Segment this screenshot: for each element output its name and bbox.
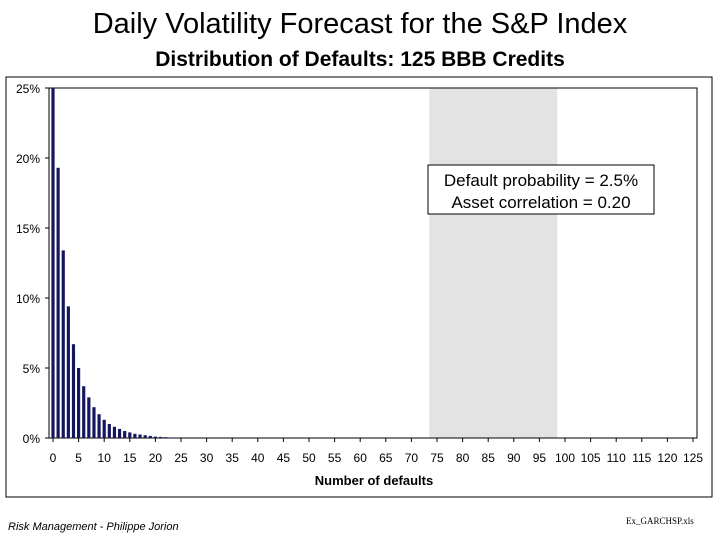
bar <box>56 167 60 439</box>
x-tick-label: 125 <box>683 451 703 465</box>
x-tick-label: 40 <box>251 451 265 465</box>
bar <box>82 386 86 438</box>
chart-outer-frame <box>5 76 713 498</box>
y-tick-label: 10% <box>16 292 40 306</box>
x-tick-label: 5 <box>75 451 82 465</box>
bar <box>174 437 178 439</box>
annotation-line-1: Default probability = 2.5% <box>444 171 638 190</box>
x-tick-label: 20 <box>149 451 163 465</box>
x-tick-label: 95 <box>533 451 547 465</box>
plot-area <box>48 87 698 439</box>
y-tick-label: 0% <box>23 432 41 446</box>
bar <box>123 431 127 438</box>
x-tick-label: 105 <box>581 451 601 465</box>
bar <box>169 437 173 439</box>
bar <box>51 88 55 438</box>
y-tick-label: 20% <box>16 152 40 166</box>
bar <box>66 306 70 438</box>
y-tick-label: 25% <box>16 82 40 96</box>
plot-border <box>48 87 698 439</box>
x-tick-label: 110 <box>607 451 626 465</box>
x-axis-label: Number of defaults <box>315 473 433 488</box>
x-tick-label: 100 <box>555 451 575 465</box>
x-tick-label: 80 <box>456 451 470 465</box>
bar <box>107 424 111 438</box>
bar <box>92 407 96 438</box>
bar <box>138 434 142 438</box>
chart-title: Distribution of Defaults: 125 BBB Credit… <box>155 48 565 71</box>
bar <box>143 435 147 438</box>
axis-layer: 0% 5% 10% 15% 20% 25% 0 5 10 15 20 25 30 35 40 45 50 55 60… <box>16 82 703 465</box>
bar <box>158 436 163 438</box>
y-tick-label: 15% <box>16 222 40 236</box>
x-tick-label: 65 <box>379 451 393 465</box>
x-tick-label: 115 <box>632 451 651 465</box>
bar-series <box>51 88 178 439</box>
x-tick-label: 120 <box>657 451 677 465</box>
bar <box>97 414 101 438</box>
bar <box>102 419 106 438</box>
footer-author: Risk Management - Philippe Jorion <box>8 521 179 533</box>
x-tick-label: 85 <box>482 451 496 465</box>
x-tick-label: 55 <box>328 451 342 465</box>
x-tick-label: 10 <box>98 451 112 465</box>
y-tick-label: 5% <box>23 362 41 376</box>
annotation-box: Default probability = 2.5% Asset correla… <box>427 164 655 215</box>
x-tick-label: 90 <box>507 451 521 465</box>
x-tick-label: 50 <box>302 451 316 465</box>
bar <box>71 344 76 438</box>
chart-frame-layer <box>5 76 713 498</box>
bar <box>61 250 65 438</box>
footer-filename: Ex_GARCHSP.xls <box>626 516 694 526</box>
x-tick-label: 25 <box>174 451 188 465</box>
shaded-region <box>429 88 558 438</box>
bar <box>77 368 81 438</box>
bar <box>112 426 117 438</box>
bar <box>128 432 132 438</box>
x-tick-label: 45 <box>277 451 291 465</box>
bar <box>153 436 157 438</box>
bar <box>148 435 152 438</box>
x-tick-label: 60 <box>354 451 368 465</box>
slide-title: Daily Volatility Forecast for the S&P In… <box>92 8 628 40</box>
x-tick-label: 0 <box>50 451 57 465</box>
bar <box>87 397 91 438</box>
annotation-line-2: Asset correlation = 0.20 <box>451 193 630 212</box>
x-tick-label: 30 <box>200 451 214 465</box>
x-tick-label: 70 <box>405 451 419 465</box>
shaded-region-layer <box>429 88 558 438</box>
x-tick-label: 35 <box>226 451 240 465</box>
x-tick-label: 15 <box>123 451 137 465</box>
annotation-border <box>427 164 655 215</box>
bar <box>133 433 137 438</box>
bar <box>117 428 122 438</box>
x-tick-label: 75 <box>430 451 444 465</box>
bar <box>164 437 168 438</box>
